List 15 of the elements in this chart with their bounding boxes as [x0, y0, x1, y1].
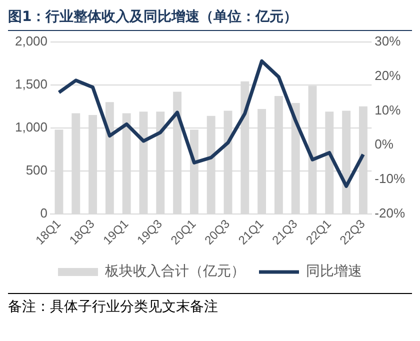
y2-tick-label: 20%	[374, 68, 402, 83]
y2-tick-label: 0%	[374, 136, 394, 152]
legend-label: 同比增速	[306, 264, 362, 280]
y2-tick-label: 30%	[374, 33, 402, 48]
legend-label: 板块收入合计（亿元）	[104, 264, 245, 280]
y-tick-label: 500	[26, 162, 48, 178]
y2-tick-label: -20%	[374, 206, 406, 221]
y-tick-label: 2,000	[14, 33, 48, 48]
y2-tick-label: 10%	[374, 102, 402, 118]
text: 备注：具体子行业分类见文末备注	[8, 298, 219, 316]
y-tick-label: 1,000	[14, 120, 48, 135]
y-tick-label: 1,500	[14, 76, 48, 92]
y-tick-label: 0	[40, 206, 48, 221]
chart-title: 图1：行业整体收入及同比增速（单位：亿元）	[8, 8, 412, 31]
y2-tick-label: -10%	[374, 171, 406, 186]
